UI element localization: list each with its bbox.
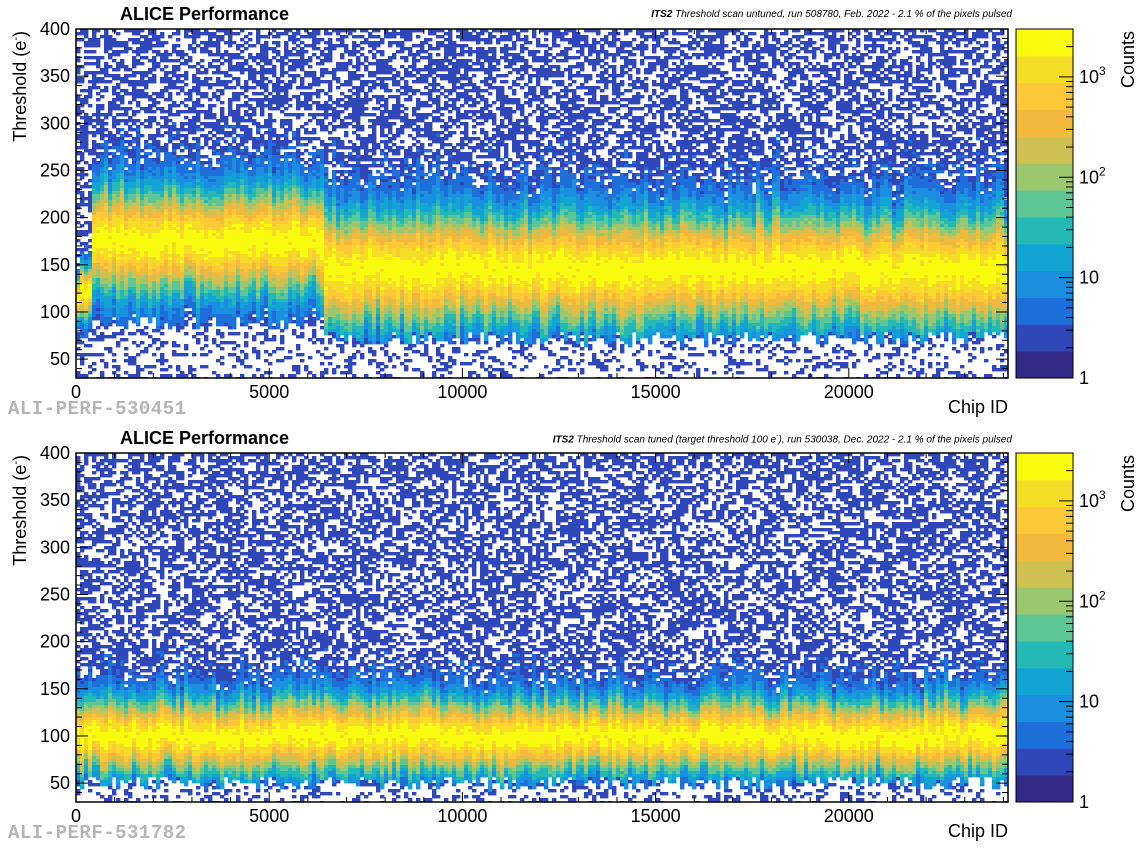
chart-caption: ITS2 Threshold scan tuned (target thresh… <box>553 433 1012 445</box>
z-axis-label: Counts <box>1118 455 1138 512</box>
x-axis-label: Chip ID <box>948 821 1008 841</box>
panel-tuned: 0 5000 10000 15000 20000 Chip ID 50 100 150 200 25… <box>0 424 1142 848</box>
chart-title: ALICE Performance <box>120 4 289 25</box>
y-tick-label: 150 <box>40 679 70 699</box>
y-tick-label: 350 <box>40 66 70 86</box>
caption-text: Threshold scan tuned (target threshold 1… <box>574 434 777 445</box>
y-tick-label: 150 <box>40 255 70 275</box>
y-tick-label: 50 <box>50 349 70 369</box>
watermark-id: ALI-PERF-531782 <box>8 822 187 844</box>
x-tick-label: 10000 <box>437 382 487 402</box>
x-axis-label: Chip ID <box>948 397 1008 417</box>
y-tick-label: 400 <box>40 443 70 463</box>
heatmap-tuned: 0 5000 10000 15000 20000 Chip ID 50 100 150 200 25… <box>10 443 1138 841</box>
y-axis-label: Threshold (e-) <box>10 455 30 566</box>
x-tick-label: 0 <box>71 806 81 826</box>
y-tick-label: 250 <box>40 160 70 180</box>
x-tick-label: 10000 <box>437 806 487 826</box>
z-tick-label: 103 <box>1079 488 1106 511</box>
y-tick-label: 250 <box>40 584 70 604</box>
colorbar <box>1016 453 1073 803</box>
heatmap-cells <box>76 453 1008 802</box>
y-tick-label: 100 <box>40 726 70 746</box>
y-tick-label: 50 <box>50 773 70 793</box>
z-tick-label: 102 <box>1079 164 1106 187</box>
z-tick-label: 102 <box>1079 588 1106 611</box>
x-tick-label: 20000 <box>824 806 874 826</box>
caption-text: Threshold scan untuned, run 508780, Feb.… <box>672 9 1012 20</box>
heatmap-untuned: 0 5000 10000 15000 20000 Chip ID 50 100 150 200 25… <box>10 19 1138 417</box>
caption-bold: ITS2 <box>553 434 574 445</box>
x-tick-label: 5000 <box>249 806 289 826</box>
plot-frame <box>75 452 1009 803</box>
y-tick-label: 400 <box>40 19 70 39</box>
x-tick-label: 15000 <box>631 382 681 402</box>
panel-untuned: 0 5000 10000 15000 20000 Chip ID 50 100 150 200 25… <box>8 4 1138 420</box>
plot-frame <box>75 28 1009 379</box>
y-tick-label: 300 <box>40 537 70 557</box>
y-tick-label: 100 <box>40 302 70 322</box>
caption-bold: ITS2 <box>651 9 672 20</box>
x-tick-label: 0 <box>71 382 81 402</box>
z-tick-label: 1 <box>1079 792 1089 812</box>
z-tick-label: 103 <box>1079 64 1106 87</box>
colorbar <box>1016 29 1073 379</box>
x-tick-label: 5000 <box>249 382 289 402</box>
x-tick-label: 15000 <box>631 806 681 826</box>
y-tick-label: 200 <box>40 208 70 228</box>
watermark-id: ALI-PERF-530451 <box>8 398 187 420</box>
heatmap-cells <box>76 29 1008 378</box>
y-tick-label: 300 <box>40 113 70 133</box>
chart-caption: ITS2 Threshold scan untuned, run 508780,… <box>651 9 1012 20</box>
z-axis-label: Counts <box>1118 31 1138 88</box>
caption-tail: ), run 530038, Dec. 2022 - 2.1 % of the … <box>779 434 1012 445</box>
chart-title: ALICE Performance <box>120 428 289 449</box>
z-tick-label: 10 <box>1079 692 1099 712</box>
y-tick-label: 200 <box>40 632 70 652</box>
z-tick-label: 10 <box>1079 268 1099 288</box>
y-axis-label: Threshold (e-) <box>10 31 30 142</box>
x-tick-label: 20000 <box>824 382 874 402</box>
z-tick-label: 1 <box>1079 368 1089 388</box>
y-tick-label: 350 <box>40 490 70 510</box>
